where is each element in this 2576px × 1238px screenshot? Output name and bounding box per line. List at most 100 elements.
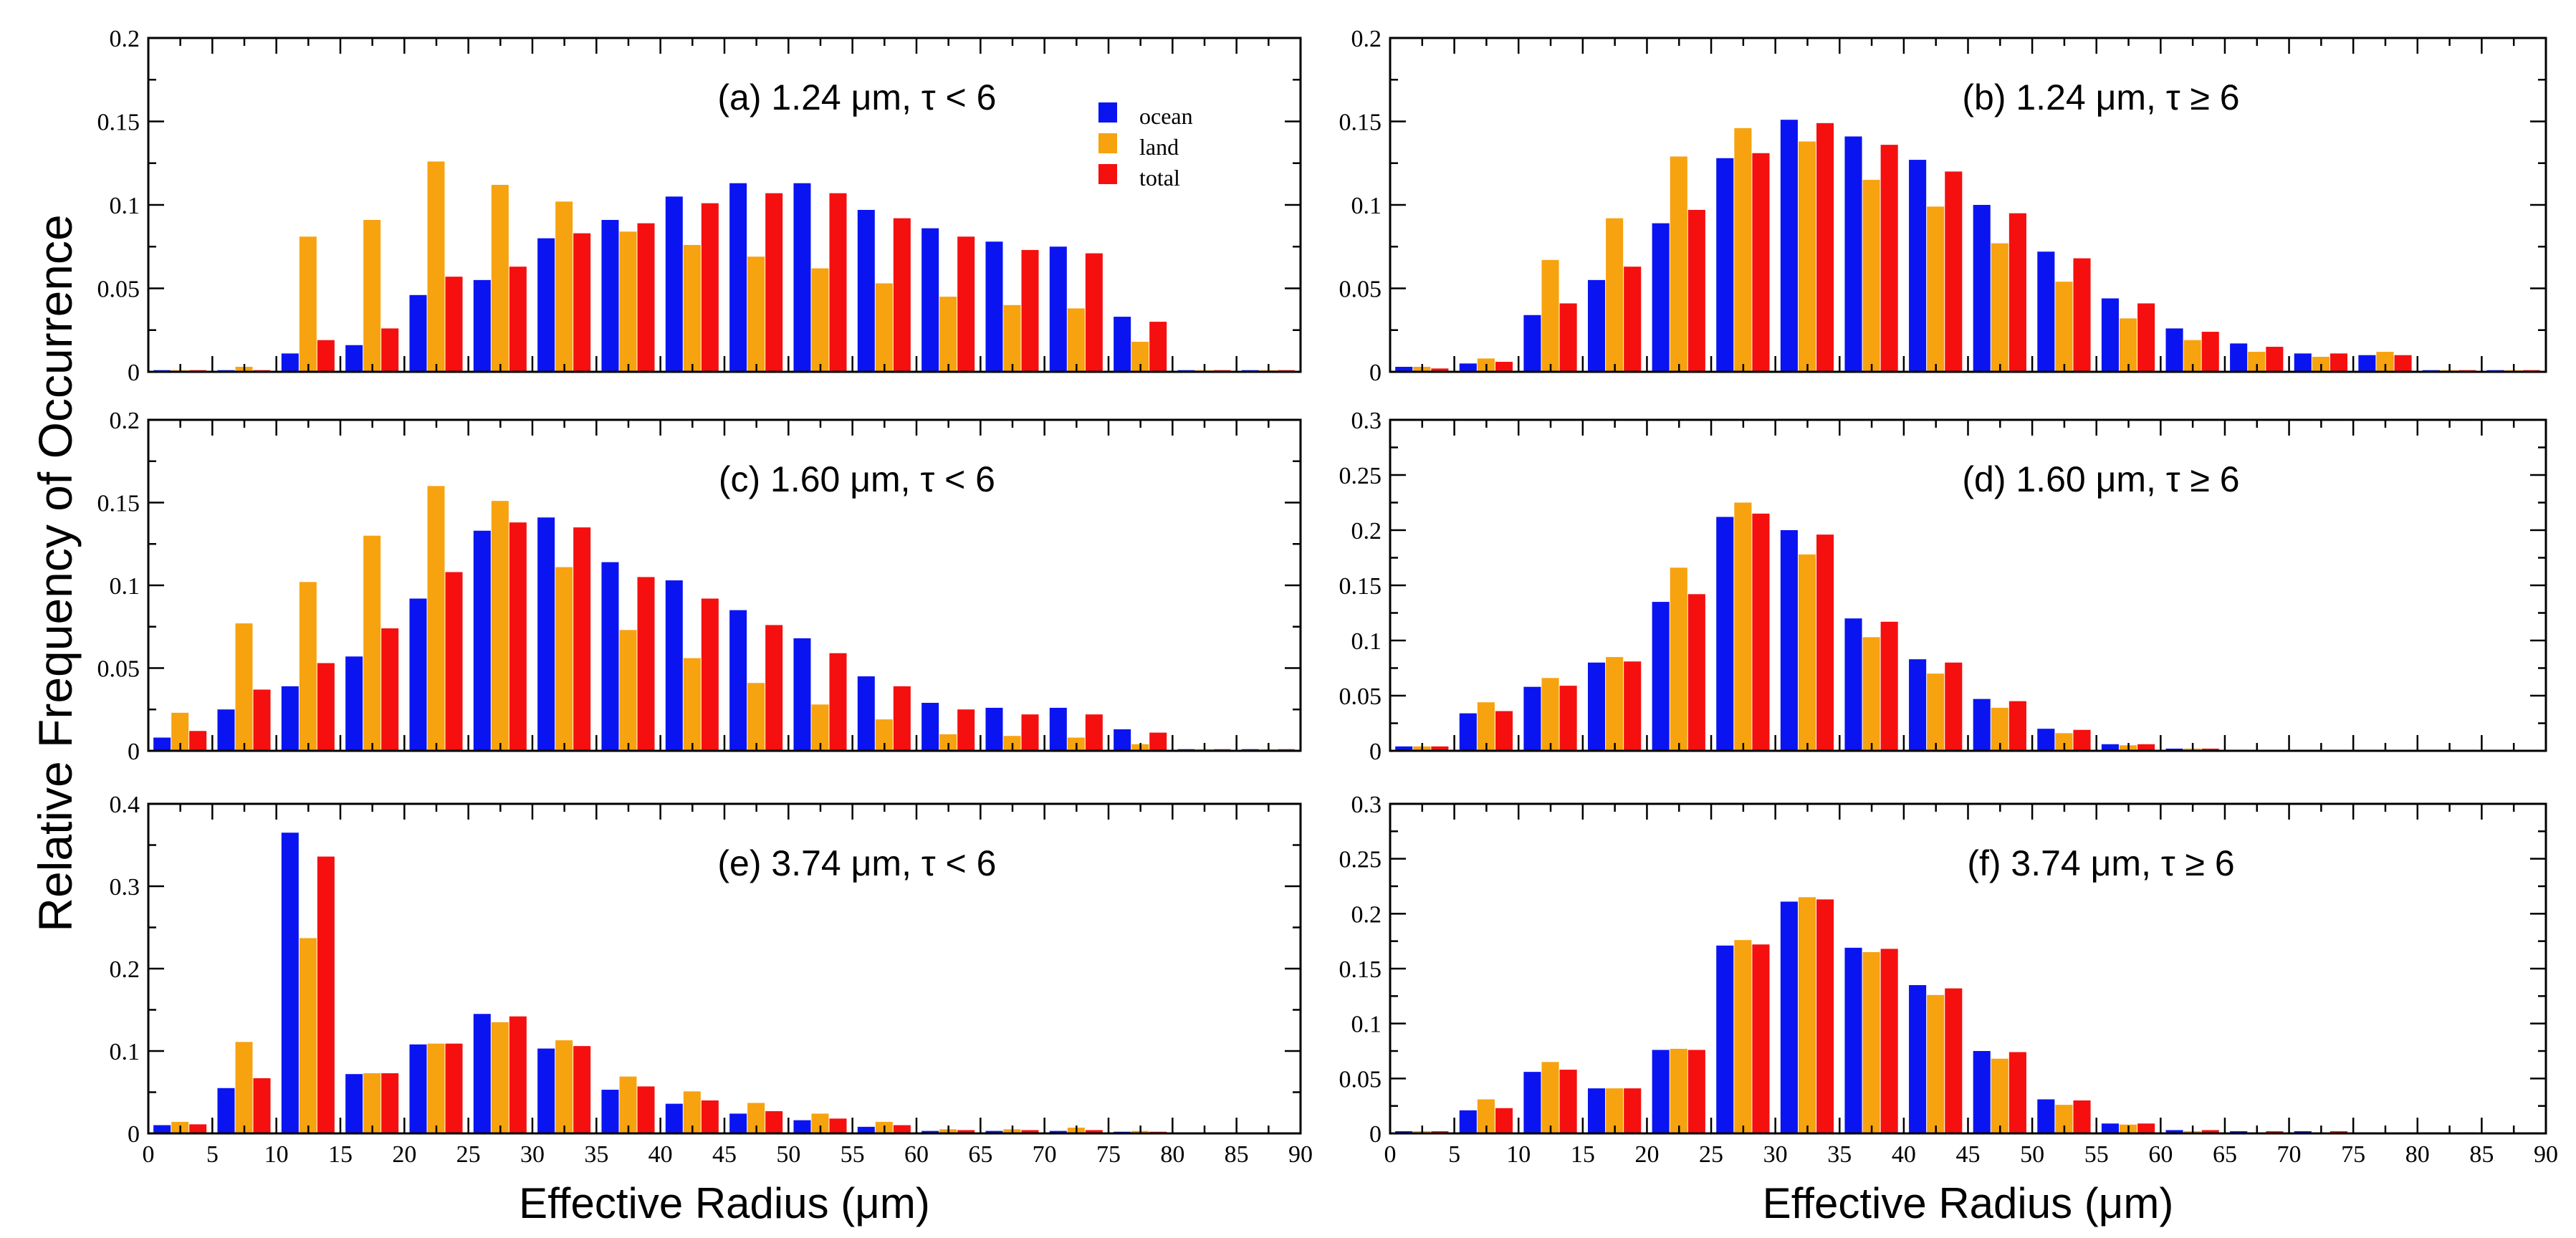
- x-tick-label-f-0: 0: [1384, 1141, 1397, 1168]
- bar-c-land-3: [363, 535, 381, 751]
- panel-b: 0 0.05 0.1 0.15 0.2 (b) 1.24 μm, τ ≥ 6: [1339, 26, 2547, 386]
- bar-b-total-6: [1816, 123, 1834, 372]
- x-tick-label-f-10: 50: [2020, 1141, 2044, 1168]
- bar-a-ocean-11: [857, 209, 875, 372]
- x-axis-label-e: Effective Radius (μm): [519, 1179, 930, 1227]
- bar-e-total-7: [637, 1086, 655, 1133]
- bar-f-ocean-10: [2037, 1099, 2055, 1133]
- x-tick-label-e-2: 10: [264, 1141, 289, 1168]
- bar-d-ocean-0: [1395, 746, 1413, 751]
- bar-c-total-15: [1149, 732, 1167, 751]
- x-tick-label-e-1: 5: [206, 1141, 219, 1168]
- panel-title-f: (f) 3.74 μm, τ ≥ 6: [1967, 843, 2234, 883]
- bar-c-ocean-9: [729, 610, 747, 751]
- bar-e-total-2: [317, 856, 335, 1133]
- bar-b-ocean-14: [2294, 353, 2312, 372]
- bar-a-ocean-14: [1049, 246, 1067, 372]
- bar-d-total-11: [2137, 744, 2155, 751]
- y-tick-label-f-4: 0.2: [1351, 901, 1382, 928]
- bar-c-ocean-0: [153, 737, 171, 751]
- y-tick-label-c-4: 0.2: [110, 408, 140, 434]
- bar-d-total-10: [2073, 729, 2091, 751]
- bar-c-total-2: [317, 663, 335, 751]
- bar-a-ocean-7: [601, 219, 619, 372]
- bar-e-ocean-6: [537, 1048, 555, 1133]
- bar-d-ocean-10: [2037, 729, 2055, 751]
- bar-f-ocean-2: [1523, 1072, 1541, 1133]
- bar-a-land-4: [427, 161, 445, 373]
- bar-e-land-6: [555, 1040, 573, 1133]
- bar-b-ocean-1: [1459, 363, 1477, 372]
- bar-e-ocean-7: [601, 1090, 619, 1133]
- bar-d-land-3: [1606, 657, 1624, 751]
- bar-d-ocean-4: [1652, 602, 1670, 751]
- x-tick-label-e-6: 30: [520, 1141, 545, 1168]
- y-tick-label-f-6: 0.3: [1351, 792, 1382, 818]
- bar-a-total-3: [381, 328, 399, 372]
- bar-f-total-8: [1945, 988, 1963, 1133]
- bar-b-ocean-3: [1588, 279, 1606, 372]
- bar-c-ocean-12: [921, 703, 939, 751]
- panel-title-c: (c) 1.60 μm, τ < 6: [719, 459, 995, 499]
- legend-swatch-ocean: [1098, 102, 1117, 123]
- bar-d-land-8: [1927, 673, 1945, 751]
- bar-c-land-9: [747, 683, 765, 751]
- bar-b-land-7: [1862, 180, 1880, 373]
- bar-a-land-5: [491, 185, 509, 372]
- bar-c-ocean-15: [1114, 729, 1131, 751]
- y-tick-label-e-0: 0: [128, 1121, 140, 1148]
- y-tick-label-d-4: 0.2: [1351, 518, 1382, 544]
- bar-b-land-8: [1927, 206, 1945, 372]
- bar-f-ocean-11: [2101, 1123, 2119, 1133]
- y-tick-label-b-0: 0: [1369, 360, 1382, 386]
- bar-c-land-5: [491, 501, 509, 751]
- bar-a-ocean-13: [985, 241, 1003, 372]
- bar-f-land-7: [1862, 952, 1880, 1133]
- bar-f-total-14: [2330, 1131, 2347, 1133]
- bar-b-ocean-12: [2165, 328, 2183, 372]
- bar-e-ocean-9: [729, 1113, 747, 1133]
- bar-e-total-1: [253, 1078, 271, 1133]
- bar-c-ocean-14: [1049, 707, 1067, 751]
- bar-f-total-7: [1880, 949, 1898, 1133]
- x-tick-label-f-5: 25: [1699, 1141, 1723, 1168]
- panel-title-b: (b) 1.24 μm, τ ≥ 6: [1962, 77, 2239, 117]
- bar-a-total-4: [445, 277, 463, 372]
- bar-f-land-4: [1670, 1048, 1687, 1133]
- x-tick-label-f-8: 40: [1892, 1141, 1916, 1168]
- bar-b-total-13: [2266, 347, 2284, 372]
- legend-swatch-land: [1098, 133, 1117, 153]
- y-tick-label-c-0: 0: [128, 739, 140, 765]
- bar-b-land-11: [2119, 318, 2137, 372]
- bar-d-total-0: [1431, 746, 1449, 751]
- bar-d-total-3: [1624, 661, 1642, 751]
- bar-c-land-7: [619, 630, 637, 751]
- bar-d-total-8: [1945, 662, 1963, 751]
- bar-f-total-5: [1752, 944, 1770, 1133]
- bar-c-land-8: [683, 658, 701, 751]
- bar-c-ocean-11: [857, 676, 875, 751]
- bar-f-land-6: [1798, 897, 1816, 1133]
- y-tick-label-c-2: 0.1: [110, 573, 140, 600]
- bar-e-total-8: [701, 1100, 719, 1133]
- bar-b-total-10: [2073, 258, 2091, 372]
- bar-c-ocean-8: [665, 580, 683, 751]
- bar-e-total-0: [189, 1124, 207, 1133]
- bar-b-ocean-0: [1395, 367, 1413, 372]
- bar-d-total-5: [1752, 513, 1770, 751]
- bar-a-total-7: [637, 223, 655, 372]
- y-tick-label-e-4: 0.4: [110, 792, 140, 818]
- bar-b-ocean-13: [2230, 343, 2248, 372]
- bar-a-total-6: [573, 233, 591, 372]
- bar-b-ocean-15: [2358, 355, 2376, 372]
- bar-b-total-12: [2201, 332, 2219, 372]
- x-tick-label-f-1: 5: [1448, 1141, 1460, 1168]
- bar-e-total-11: [893, 1125, 911, 1133]
- bar-a-land-10: [811, 268, 829, 372]
- bar-f-land-5: [1734, 940, 1752, 1133]
- bar-a-land-13: [1003, 304, 1021, 372]
- y-tick-label-b-4: 0.2: [1351, 26, 1382, 52]
- x-tick-label-f-14: 70: [2277, 1141, 2302, 1168]
- y-tick-label-a-3: 0.15: [97, 110, 140, 136]
